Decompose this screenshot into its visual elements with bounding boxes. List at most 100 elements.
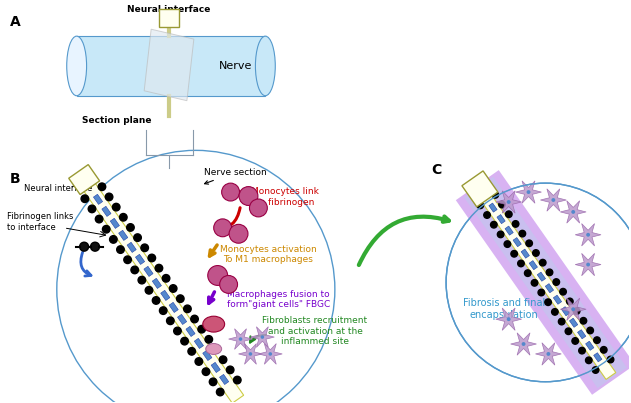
Circle shape — [551, 309, 558, 315]
Bar — [220, 374, 228, 384]
Ellipse shape — [206, 343, 221, 355]
Text: Fibrosis and final
encapsulation: Fibrosis and final encapsulation — [463, 299, 545, 320]
Bar — [69, 164, 100, 195]
Text: Macrophages fusion to
form"giant cells" FBGC: Macrophages fusion to form"giant cells" … — [227, 290, 330, 309]
Circle shape — [57, 150, 335, 403]
Bar — [136, 254, 144, 264]
Ellipse shape — [203, 316, 225, 332]
Circle shape — [560, 289, 567, 295]
Polygon shape — [516, 181, 541, 203]
Bar — [577, 330, 586, 339]
Circle shape — [177, 295, 184, 302]
Circle shape — [527, 190, 531, 194]
Circle shape — [110, 236, 117, 243]
Circle shape — [148, 254, 156, 262]
Circle shape — [229, 224, 248, 243]
Bar — [211, 362, 220, 372]
Circle shape — [249, 199, 268, 217]
Bar — [562, 307, 570, 316]
Polygon shape — [251, 327, 274, 347]
Circle shape — [124, 256, 131, 264]
Circle shape — [546, 352, 550, 356]
Text: Neural interface: Neural interface — [24, 184, 92, 193]
Circle shape — [91, 242, 100, 251]
Circle shape — [216, 388, 224, 396]
Text: B: B — [10, 172, 21, 186]
Circle shape — [477, 202, 483, 209]
Circle shape — [531, 280, 538, 286]
Circle shape — [504, 241, 510, 247]
Circle shape — [155, 264, 163, 272]
Circle shape — [507, 317, 510, 321]
Circle shape — [160, 307, 167, 314]
Circle shape — [212, 346, 220, 353]
Circle shape — [174, 327, 181, 335]
Circle shape — [208, 266, 228, 285]
Text: Section plane: Section plane — [81, 116, 151, 125]
Circle shape — [572, 338, 579, 344]
Text: Nerve section: Nerve section — [204, 168, 267, 184]
Bar — [177, 314, 187, 324]
Circle shape — [524, 270, 531, 276]
Bar — [569, 318, 578, 327]
Circle shape — [198, 325, 206, 333]
Circle shape — [119, 214, 127, 221]
Polygon shape — [560, 298, 586, 320]
Ellipse shape — [67, 36, 86, 96]
Circle shape — [580, 318, 587, 324]
Circle shape — [138, 276, 146, 284]
Circle shape — [169, 285, 177, 292]
Bar — [456, 170, 631, 395]
Circle shape — [162, 274, 170, 282]
Bar — [513, 238, 521, 247]
Circle shape — [102, 225, 110, 233]
Circle shape — [586, 357, 592, 364]
Bar — [119, 230, 128, 241]
Bar — [110, 218, 119, 229]
Circle shape — [209, 378, 217, 386]
Circle shape — [546, 269, 553, 276]
Bar — [475, 185, 616, 379]
Bar — [594, 353, 602, 362]
Bar — [78, 176, 244, 403]
Circle shape — [571, 307, 575, 311]
Circle shape — [484, 212, 490, 218]
Circle shape — [492, 191, 498, 198]
Bar — [169, 302, 179, 312]
Polygon shape — [496, 191, 522, 213]
Circle shape — [571, 210, 575, 214]
Circle shape — [587, 327, 594, 334]
Text: Fibroblasts recruitment
and activation at the
inflammed site: Fibroblasts recruitment and activation a… — [262, 316, 368, 346]
Bar — [159, 9, 179, 27]
Circle shape — [195, 358, 203, 365]
Circle shape — [545, 299, 551, 305]
Circle shape — [533, 250, 540, 256]
Text: Neural interface: Neural interface — [127, 5, 211, 15]
Bar — [93, 194, 103, 204]
Circle shape — [127, 224, 134, 231]
Polygon shape — [540, 189, 566, 211]
Circle shape — [134, 234, 141, 241]
Circle shape — [117, 246, 124, 253]
Circle shape — [526, 240, 533, 247]
Circle shape — [505, 211, 512, 218]
Polygon shape — [575, 253, 601, 276]
Bar — [537, 272, 546, 281]
Circle shape — [227, 366, 234, 374]
Circle shape — [239, 187, 258, 206]
Circle shape — [574, 308, 580, 314]
Circle shape — [511, 251, 517, 257]
Bar — [186, 326, 195, 337]
Circle shape — [551, 198, 555, 202]
Circle shape — [98, 183, 106, 191]
Bar — [505, 226, 513, 235]
Circle shape — [586, 263, 590, 266]
Bar — [144, 266, 153, 276]
Polygon shape — [536, 343, 562, 365]
Circle shape — [269, 352, 272, 356]
Text: A: A — [10, 15, 21, 29]
Circle shape — [507, 200, 510, 204]
Circle shape — [184, 305, 191, 313]
Circle shape — [517, 260, 524, 267]
Bar — [152, 278, 162, 289]
